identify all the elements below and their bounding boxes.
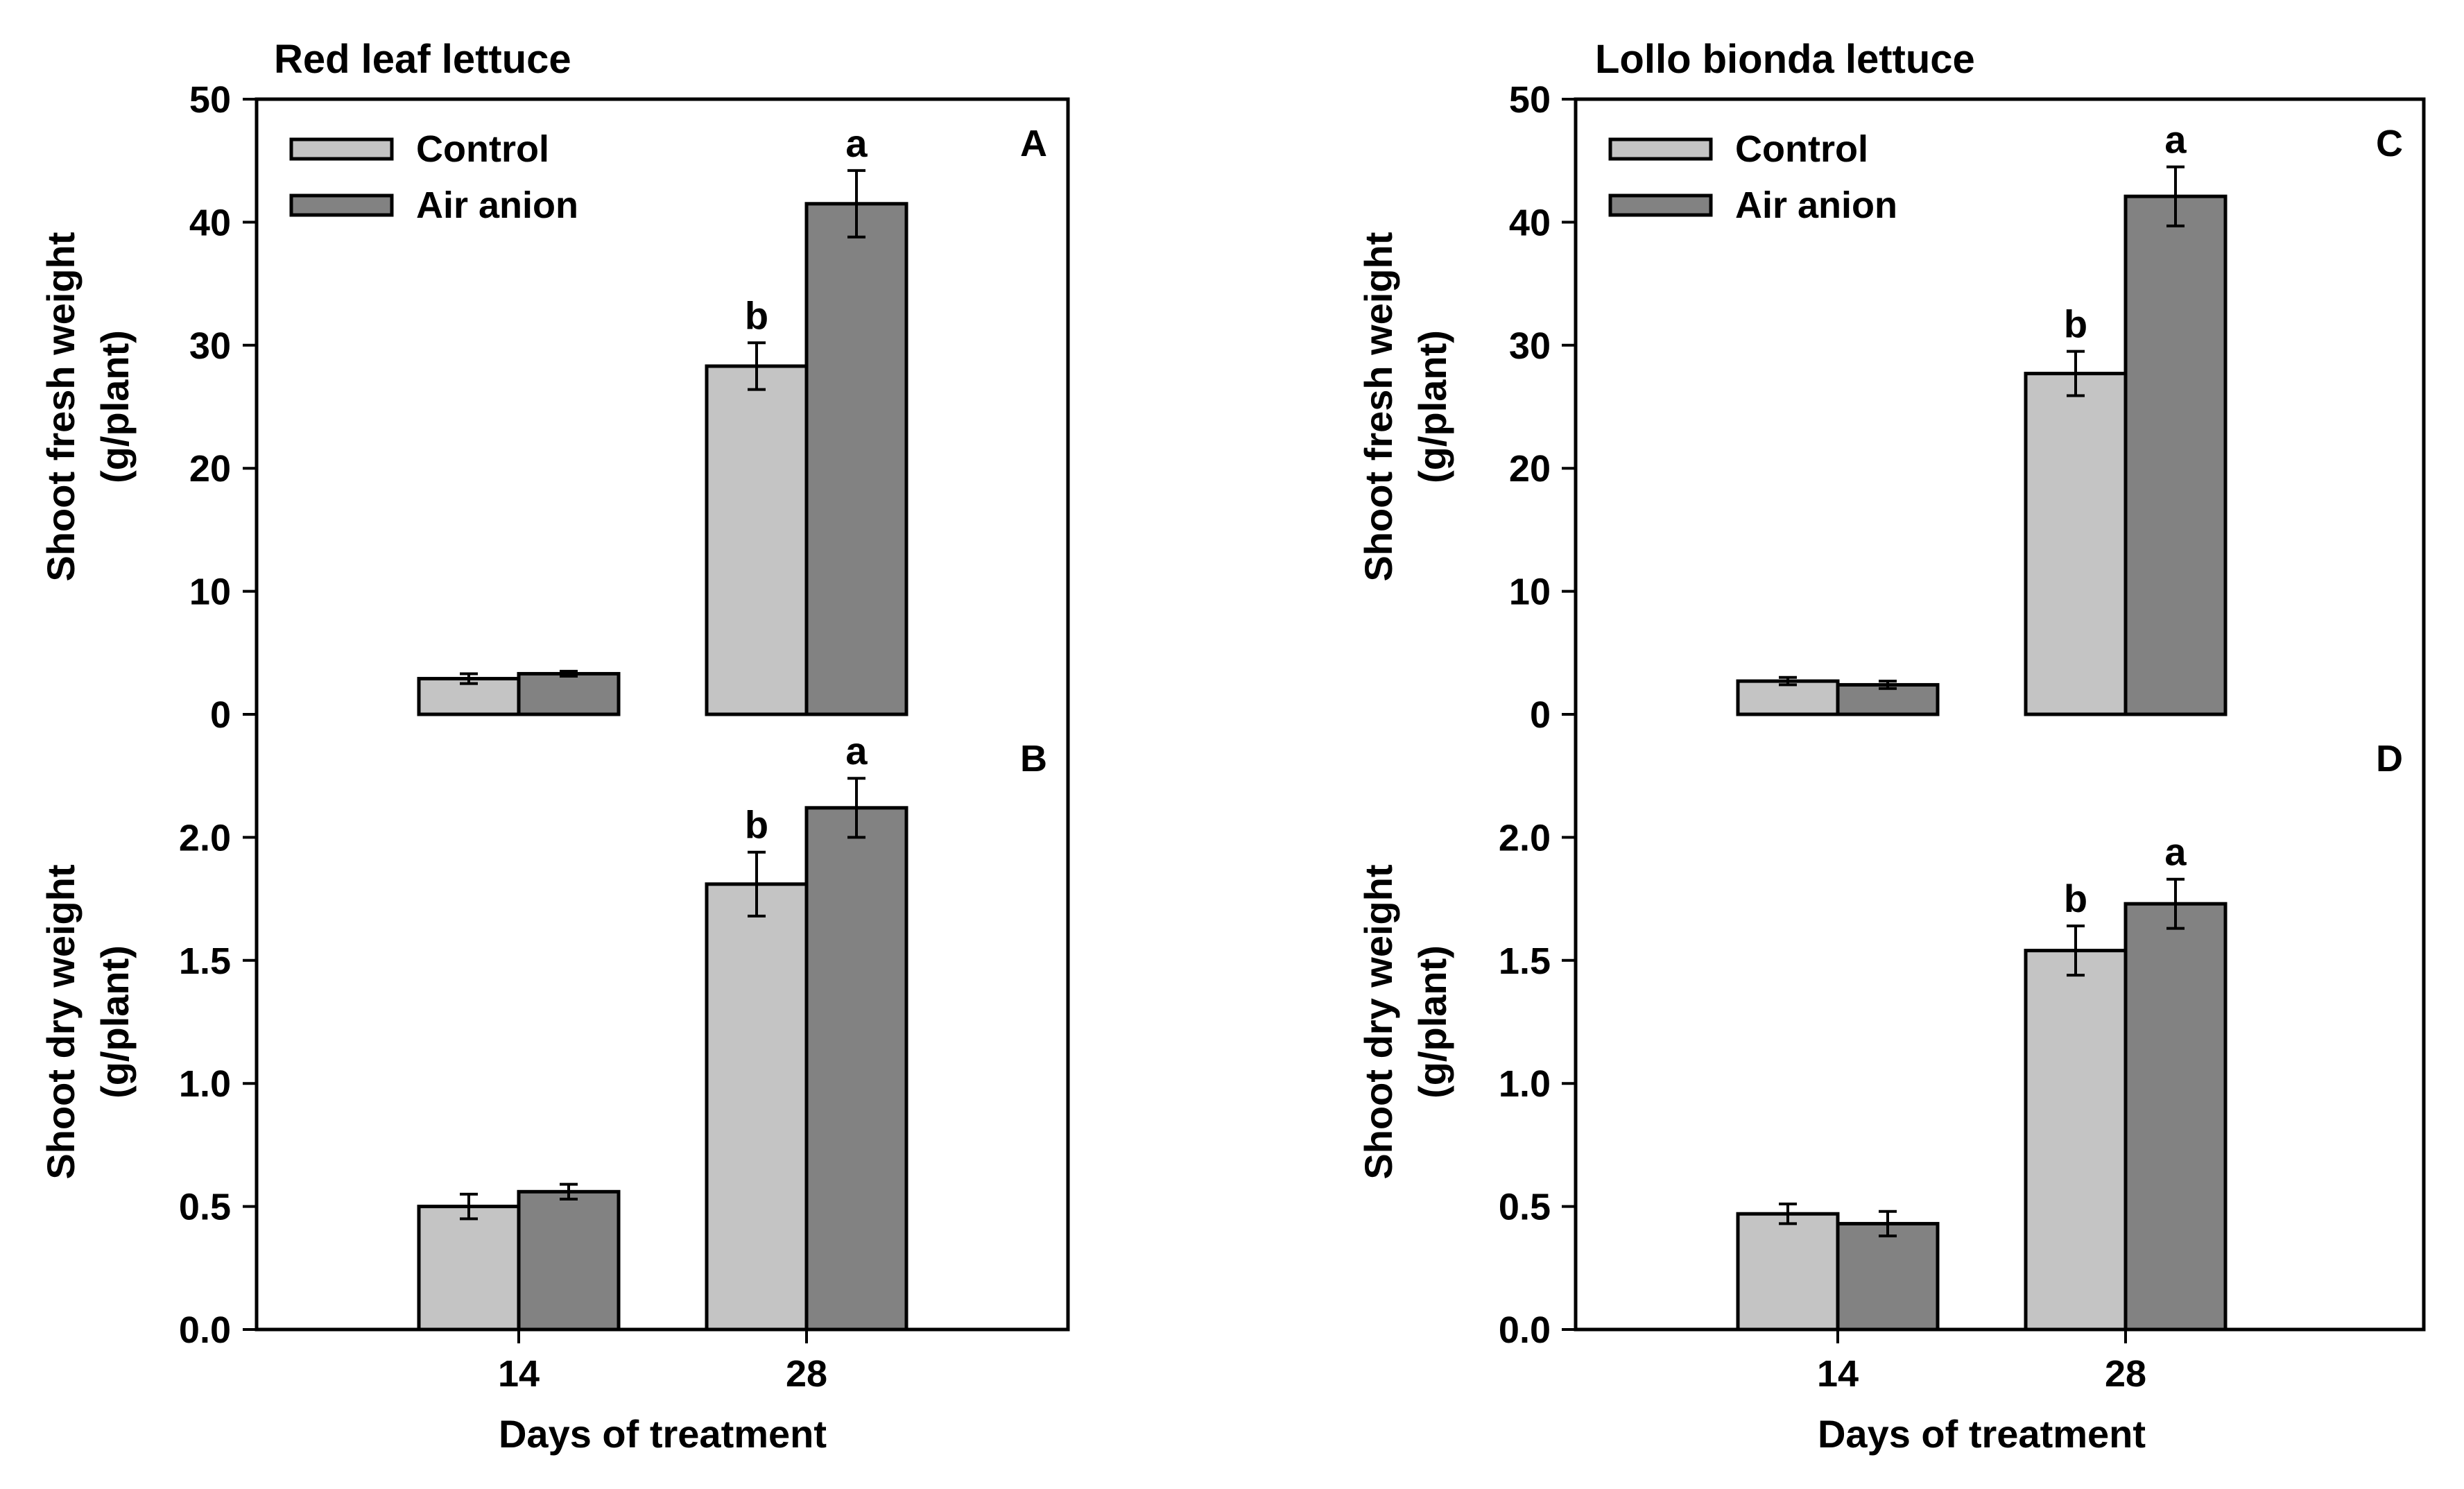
bar-D-air-anion-28 (2123, 902, 2228, 1332)
y-axis-label: (g/plant) (1411, 330, 1454, 483)
y-axis-label: (g/plant) (93, 330, 137, 483)
y-tick-label: 50 (1509, 79, 1551, 121)
bar-D-control-28 (2024, 949, 2128, 1332)
significance-letter: a (2164, 830, 2187, 874)
error-bar-B-control-28 (748, 850, 766, 918)
chart-title: Lollo bionda lettuce (1595, 37, 1975, 82)
legend: Control Air anion (1608, 128, 1897, 226)
y-tick-label: 1.5 (179, 940, 231, 982)
panel-D: b a 0.0 0.5 1.0 1.5 2.0 Shoot dry weight (g/plan… (1356, 738, 2403, 1456)
panel-B: b a 0.0 0.5 1.0 1.5 2.0 Shoot dry weight (g/plan… (39, 729, 1047, 1456)
error-bar-A-air-anion-28 (847, 169, 865, 239)
panel-label: D (2376, 738, 2403, 780)
bar-B-air-anion-28 (804, 806, 908, 1332)
significance-letter: a (2164, 118, 2187, 162)
legend-swatch-air-anion (289, 193, 394, 217)
x-axis-label: Days of treatment (1818, 1412, 2146, 1456)
panel-A: b a 0 10 20 30 40 50 Shoot fresh weight (g/plant)… (39, 37, 1047, 736)
bar-B-control-28 (705, 882, 809, 1332)
x-tick-label: 28 (2105, 1353, 2146, 1395)
y-axis-label: Shoot dry weight (1356, 864, 1400, 1179)
error-bar-D-air-anion-28 (2166, 877, 2185, 930)
error-bar-D-air-anion-14 (1879, 1210, 1897, 1238)
x-tick-label: 28 (786, 1353, 827, 1395)
y-tick-label: 30 (1509, 325, 1551, 367)
x-tick-label: 14 (498, 1353, 540, 1395)
legend-label-air-anion: Air anion (1735, 184, 1897, 226)
y-tick-label: 0.5 (1499, 1187, 1551, 1228)
error-bar-B-control-14 (460, 1192, 478, 1221)
legend-label-control: Control (1735, 128, 1868, 170)
y-axis-label: Shoot dry weight (39, 864, 83, 1179)
y-tick-label: 10 (1509, 571, 1551, 613)
panel-C: b a 0 10 20 30 40 50 Shoot fresh weight (g/plant)… (1356, 37, 2403, 736)
bar-D-control-14 (1736, 1212, 1840, 1332)
significance-letter: b (745, 293, 768, 337)
legend-label-air-anion: Air anion (416, 184, 578, 226)
y-axis-label: Shoot fresh weight (39, 232, 83, 582)
y-tick-label: 20 (1509, 448, 1551, 490)
error-bar-A-control-14 (460, 672, 478, 685)
y-tick-label: 0 (210, 694, 231, 736)
x-axis-label: Days of treatment (499, 1412, 827, 1456)
chart-title: Red leaf lettuce (274, 37, 571, 82)
significance-letter: b (2064, 302, 2087, 346)
plot-frame-left (255, 97, 1070, 1332)
plot-frame-right (1574, 97, 2426, 1332)
legend-label-control: Control (416, 128, 549, 170)
legend-swatch-control (289, 137, 394, 161)
y-tick-label: 1.0 (179, 1063, 231, 1105)
bar-B-air-anion-14 (517, 1189, 621, 1332)
error-bar-C-air-anion-28 (2166, 165, 2185, 227)
error-bar-B-air-anion-28 (847, 777, 865, 839)
y-tick-label: 2.0 (1499, 817, 1551, 859)
error-bar-D-control-14 (1779, 1203, 1797, 1225)
y-tick-label: 0.0 (1499, 1309, 1551, 1351)
x-tick-label: 14 (1817, 1353, 1859, 1395)
y-tick-label: 0.0 (179, 1309, 231, 1351)
error-bar-A-control-28 (748, 341, 766, 391)
bar-D-air-anion-14 (1836, 1221, 1940, 1332)
y-tick-label: 50 (189, 79, 231, 121)
y-tick-label: 20 (189, 448, 231, 490)
y-axis-label: (g/plant) (1411, 945, 1454, 1099)
bar-B-control-14 (417, 1205, 521, 1332)
panel-label: A (1020, 123, 1047, 164)
significance-letter: b (2064, 877, 2087, 920)
y-tick-label: 1.5 (1499, 940, 1551, 982)
y-tick-label: 0.5 (179, 1187, 231, 1228)
error-bar-B-air-anion-14 (560, 1182, 578, 1200)
y-tick-label: 10 (189, 571, 231, 613)
y-tick-label: 30 (189, 325, 231, 367)
bar-A-air-anion-28 (804, 202, 908, 716)
significance-letter: a (845, 121, 868, 165)
y-tick-label: 1.0 (1499, 1063, 1551, 1105)
error-bar-C-air-anion-14 (1879, 680, 1897, 690)
error-bar-A-air-anion-14 (560, 669, 578, 678)
error-bar-D-control-28 (2067, 924, 2085, 977)
error-bar-C-control-14 (1779, 675, 1797, 687)
y-tick-label: 40 (189, 202, 231, 243)
significance-letter: b (745, 803, 768, 847)
panel-label: C (2376, 123, 2403, 164)
y-tick-label: 2.0 (179, 817, 231, 859)
legend-swatch-air-anion (1608, 193, 1713, 217)
y-axis-label: (g/plant) (93, 945, 137, 1099)
legend-swatch-control (1608, 137, 1713, 161)
significance-letter: a (845, 729, 868, 773)
bar-A-control-28 (705, 364, 809, 716)
error-bar-C-control-28 (2067, 350, 2085, 397)
bar-A-air-anion-14 (517, 671, 621, 716)
legend: Control Air anion (289, 128, 578, 226)
y-tick-label: 0 (1530, 694, 1551, 736)
bar-C-control-28 (2024, 372, 2128, 716)
y-axis-label: Shoot fresh weight (1356, 232, 1400, 582)
panel-label: B (1020, 738, 1047, 780)
bar-C-air-anion-28 (2123, 194, 2228, 716)
y-tick-label: 40 (1509, 202, 1551, 243)
